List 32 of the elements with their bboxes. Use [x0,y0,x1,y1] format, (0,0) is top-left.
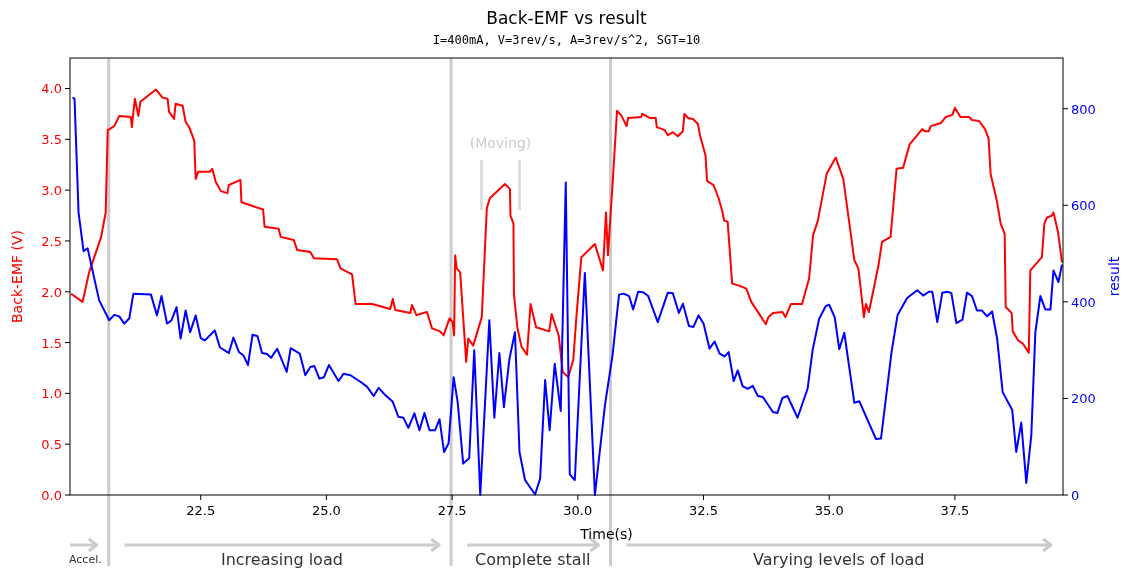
text: Varying levels of load [752,550,925,569]
y2-tick-label: 600 [1071,198,1096,214]
chart-subtitle: I=400mA, V=3rev/s, A=3rev/s^2, SGT=10 [432,33,701,47]
y-tick-label: 4.0 [41,81,62,97]
y-tick-label: 1.0 [41,386,62,402]
y-tick-label: 2.0 [41,284,62,300]
x-axis-title: Time(s) [579,526,633,542]
y2-axis-title: result [1106,256,1122,297]
y2-tick-label: 800 [1071,101,1096,117]
y-tick-label: 0.0 [41,488,62,503]
text: Accel. [68,553,102,566]
x-tick-label: 37.5 [940,503,970,518]
line-series [71,96,1063,496]
line-series [70,88,1063,379]
y-tick-label: 1.5 [41,335,62,351]
y-tick-label: 2.5 [41,233,62,249]
x-tick-label: 32.5 [689,503,718,518]
text: Complete stall [475,550,591,569]
x-tick-label: 30.0 [563,503,593,518]
text: Increasing load [220,550,343,569]
y2-tick-label: 400 [1071,294,1096,310]
y2-tick-label: 200 [1071,391,1096,407]
x-tick-label: 27.5 [437,503,467,518]
y2-tick-label: 0 [1071,488,1080,503]
y-axis-title: Back-EMF (V) [9,230,25,323]
x-tick-label: 35.0 [814,503,844,518]
y-tick-label: 3.5 [41,132,62,148]
chart-title: Back-EMF vs result [486,8,648,28]
y-tick-label: 0.5 [41,437,62,453]
x-tick-label: 22.5 [186,503,216,518]
x-tick-label: 25.0 [311,503,341,518]
y-tick-label: 3.0 [41,183,62,199]
